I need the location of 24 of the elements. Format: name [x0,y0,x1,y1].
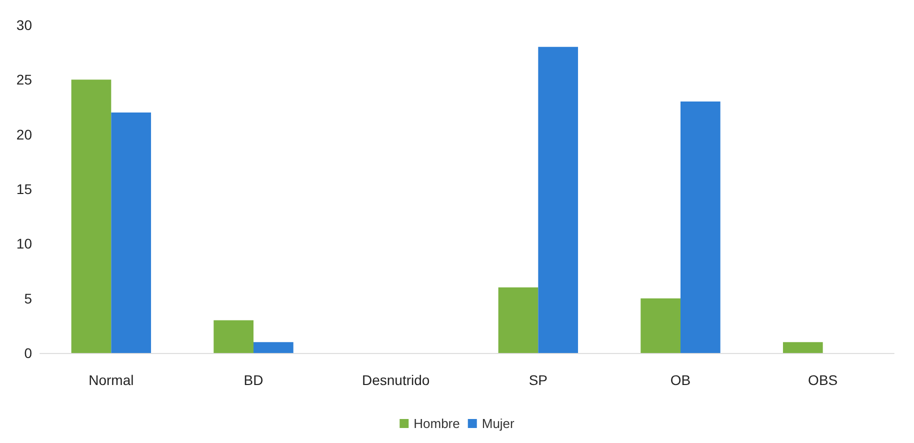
y-tick-label: 25 [16,72,32,88]
legend-label: Hombre [414,416,460,431]
x-tick-label: Normal [88,372,134,388]
x-tick-label: Desnutrido [362,372,430,388]
y-tick-label: 10 [16,236,32,252]
x-tick-label: OB [670,372,691,388]
bar [71,80,112,353]
x-tick-label: OBS [808,372,838,388]
x-tick-label: BD [244,372,264,388]
y-tick-label: 20 [16,126,32,142]
bar [782,342,823,353]
bar [254,342,294,353]
bar [538,46,578,353]
bar [111,112,152,353]
bar [214,320,254,353]
y-tick-label: 5 [24,290,32,306]
bar [680,102,720,353]
legend-label: Mujer [482,416,516,431]
y-tick-label: 0 [24,345,32,361]
x-tick-label: SP [528,372,548,388]
bar [640,298,680,353]
y-tick-label: 30 [16,17,32,33]
bar [498,287,538,353]
y-tick-label: 15 [16,181,32,197]
